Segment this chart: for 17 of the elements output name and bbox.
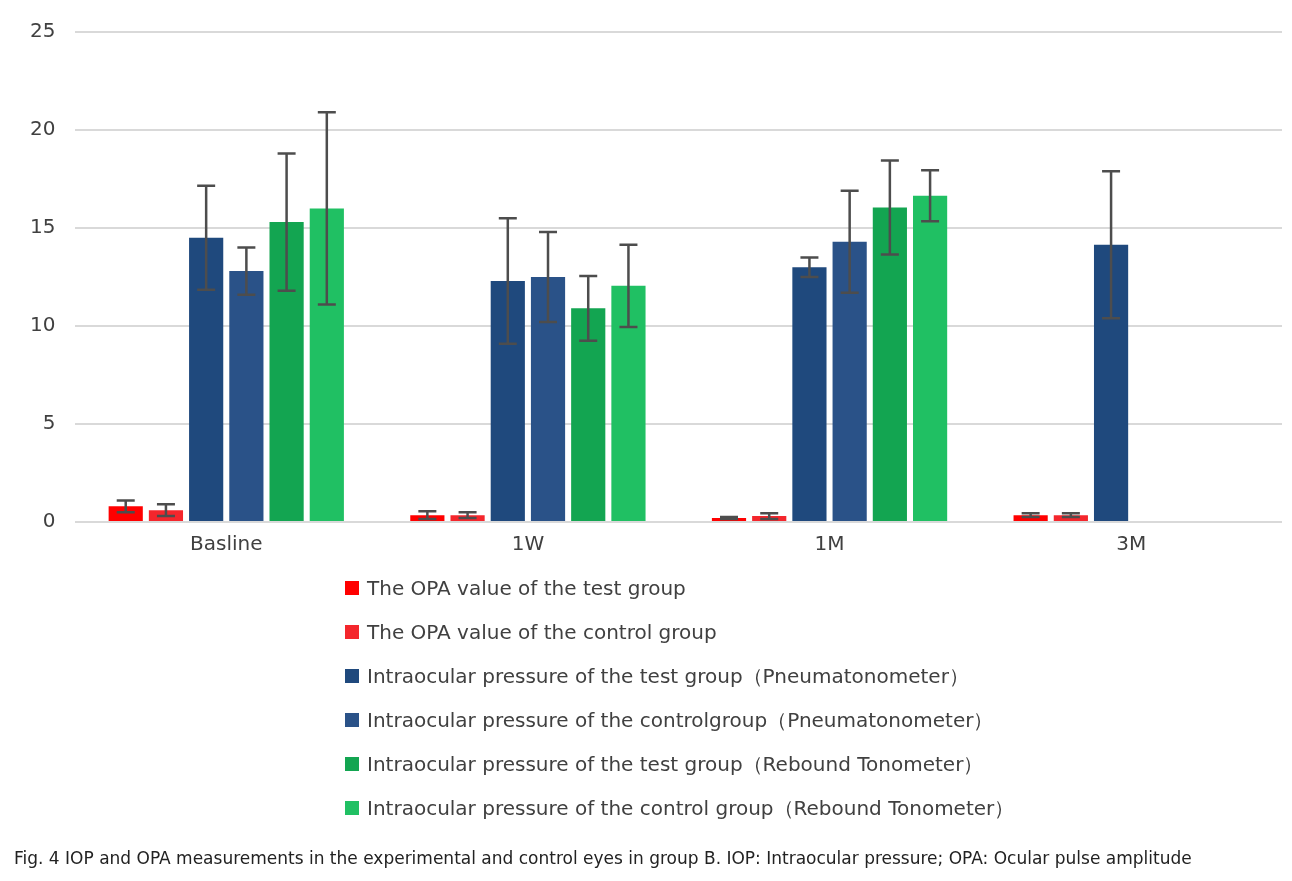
x-tick-label: 1M [814,531,845,556]
legend-label: The OPA value of the test group [367,576,686,600]
legend-label: The OPA value of the control group [367,620,717,644]
y-tick-label: 5 [42,410,56,435]
x-tick-label: 3M [1116,531,1147,556]
legend-label: Intraocular pressure of the controlgroup（Pneumatonometer） [367,706,994,734]
y-tick-label: 25 [30,18,56,43]
y-tick-label: 10 [30,312,56,337]
legend-label: Intraocular pressure of the test group（Pneumatonometer） [367,662,969,690]
y-tick-label: 15 [30,214,56,239]
y-tick-label: 0 [42,508,56,533]
legend-label: Intraocular pressure of the test group（Rebound Tonometer） [367,750,984,778]
x-tick-label: Basline [190,531,263,556]
y-tick-label: 20 [30,116,56,141]
x-tick-label: 1W [511,531,545,556]
caption: Fig. 4 IOP and OPA measurements in the experimental and control eyes in group B. IOP: Intraocular pressure; OPA: Ocular pulse amplitude [14,848,1192,868]
legend-label: Intraocular pressure of the control group（Rebound Tonometer） [367,794,1015,822]
